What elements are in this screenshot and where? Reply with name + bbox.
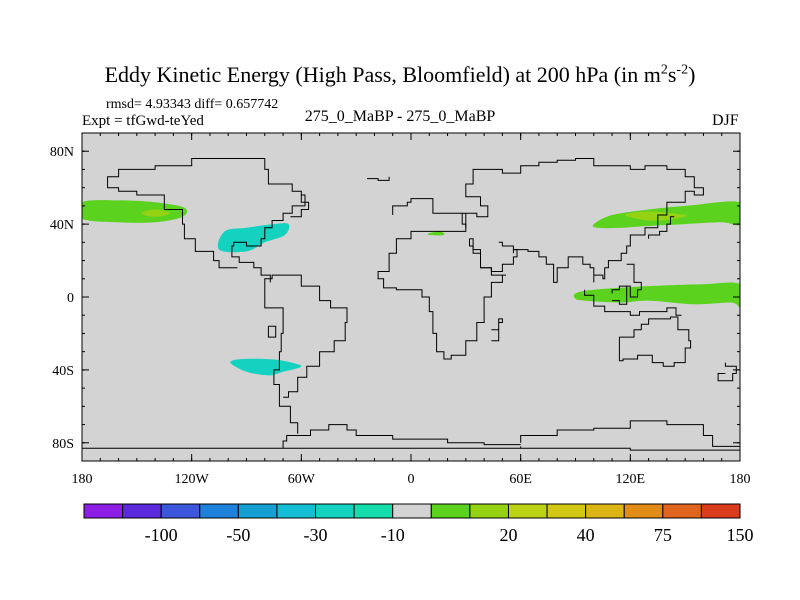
colorbar-label: 75: [654, 525, 672, 545]
coast-south-america: [264, 274, 348, 434]
coast-sulawesi-philippines: [626, 263, 642, 298]
coast-australia: [618, 316, 692, 367]
experiment-label: Expt = tfGwd-teYed: [82, 113, 204, 129]
colorbar-label: -30: [304, 525, 328, 545]
coast-antarctica-coast: [82, 446, 521, 449]
colorbar-swatch: [353, 503, 394, 519]
coast-east-antarctica-coast: [520, 420, 740, 447]
colorbar-swatch: [700, 503, 741, 519]
y-tick-label: 80S: [52, 437, 74, 452]
colorbar-swatch: [276, 503, 317, 519]
y-tick-label: 80N: [50, 145, 74, 160]
colorbar-swatch: [83, 503, 124, 519]
coast-japan: [648, 216, 675, 239]
coast-antarctic-peninsula: [282, 424, 521, 449]
coastlines: [82, 158, 740, 451]
colorbar-swatch: [199, 503, 239, 519]
coast-europe-africa: [377, 198, 506, 360]
colorbar-swatch: [237, 503, 278, 519]
coast-southeast-asia-islands: [584, 289, 682, 316]
colorbar-swatch: [122, 503, 162, 519]
coast-borneo: [611, 285, 628, 305]
colorbar-label: -50: [226, 525, 250, 545]
region-south-pacific-negative: [230, 358, 302, 376]
colorbar-swatch: [546, 503, 587, 519]
region-north-pacific-positive: [82, 200, 188, 223]
coast-south-america-west-island: [267, 325, 277, 338]
colorbar-swatch: [430, 503, 471, 519]
season-label: DJF: [712, 112, 739, 129]
coast-east-antarctica: [520, 446, 740, 451]
coast-madagascar: [491, 318, 503, 342]
colorbar-swatch: [585, 503, 625, 519]
coast-new-zealand: [717, 362, 737, 382]
colorbar-swatch: [392, 503, 432, 519]
colorbar: -100 -50 -30 -10 20 40 75 150: [83, 503, 754, 545]
x-tick-label: 120W: [175, 472, 210, 487]
coast-eurasia-north: [462, 158, 704, 283]
region-subtropical-pacific-negative: [217, 223, 290, 253]
coast-arabia: [469, 238, 518, 272]
colorbar-swatch: [160, 503, 201, 519]
coast-north-america: [107, 158, 306, 283]
colorbar-label: 20: [499, 525, 517, 545]
coast-greenland-iceland: [367, 176, 390, 181]
x-tick-label: 120E: [616, 472, 646, 487]
x-tick-label: 180: [730, 472, 751, 487]
region-east-asia-positive-core: [624, 211, 687, 221]
colorbar-swatch: [623, 503, 664, 519]
colorbar-swatch: [469, 503, 509, 519]
colorbar-label: -10: [381, 525, 405, 545]
comparison-label: 275_0_MaBP - 275_0_MaBP: [304, 108, 496, 125]
colorbar-label: 150: [727, 525, 754, 545]
colorbar-swatch: [315, 503, 355, 519]
axes: 180 120W 60W 0 60E 120E 180 80N 40N 0 40S 80S: [50, 133, 751, 487]
colorbar-label: 40: [577, 525, 595, 545]
x-tick-label: 60E: [509, 472, 532, 487]
region-north-pacific-positive-core: [140, 209, 170, 217]
x-tick-label: 180: [72, 472, 93, 487]
x-tick-label: 0: [408, 472, 415, 487]
stats-text: rmsd= 4.93343 diff= 0.657742: [106, 97, 279, 112]
coast-canada-east: [290, 195, 310, 218]
colorbar-swatch: [507, 503, 548, 519]
colorbar-swatch: [662, 503, 702, 519]
y-tick-label: 40S: [52, 364, 74, 379]
x-tick-label: 60W: [288, 472, 316, 487]
colorbar-label: -100: [145, 525, 178, 545]
region-africa-small-positive: [427, 231, 445, 236]
y-tick-label: 0: [67, 291, 74, 306]
y-tick-label: 40N: [50, 218, 74, 233]
chart-title: Eddy Kinetic Energy (High Pass, Bloomfie…: [104, 62, 696, 87]
